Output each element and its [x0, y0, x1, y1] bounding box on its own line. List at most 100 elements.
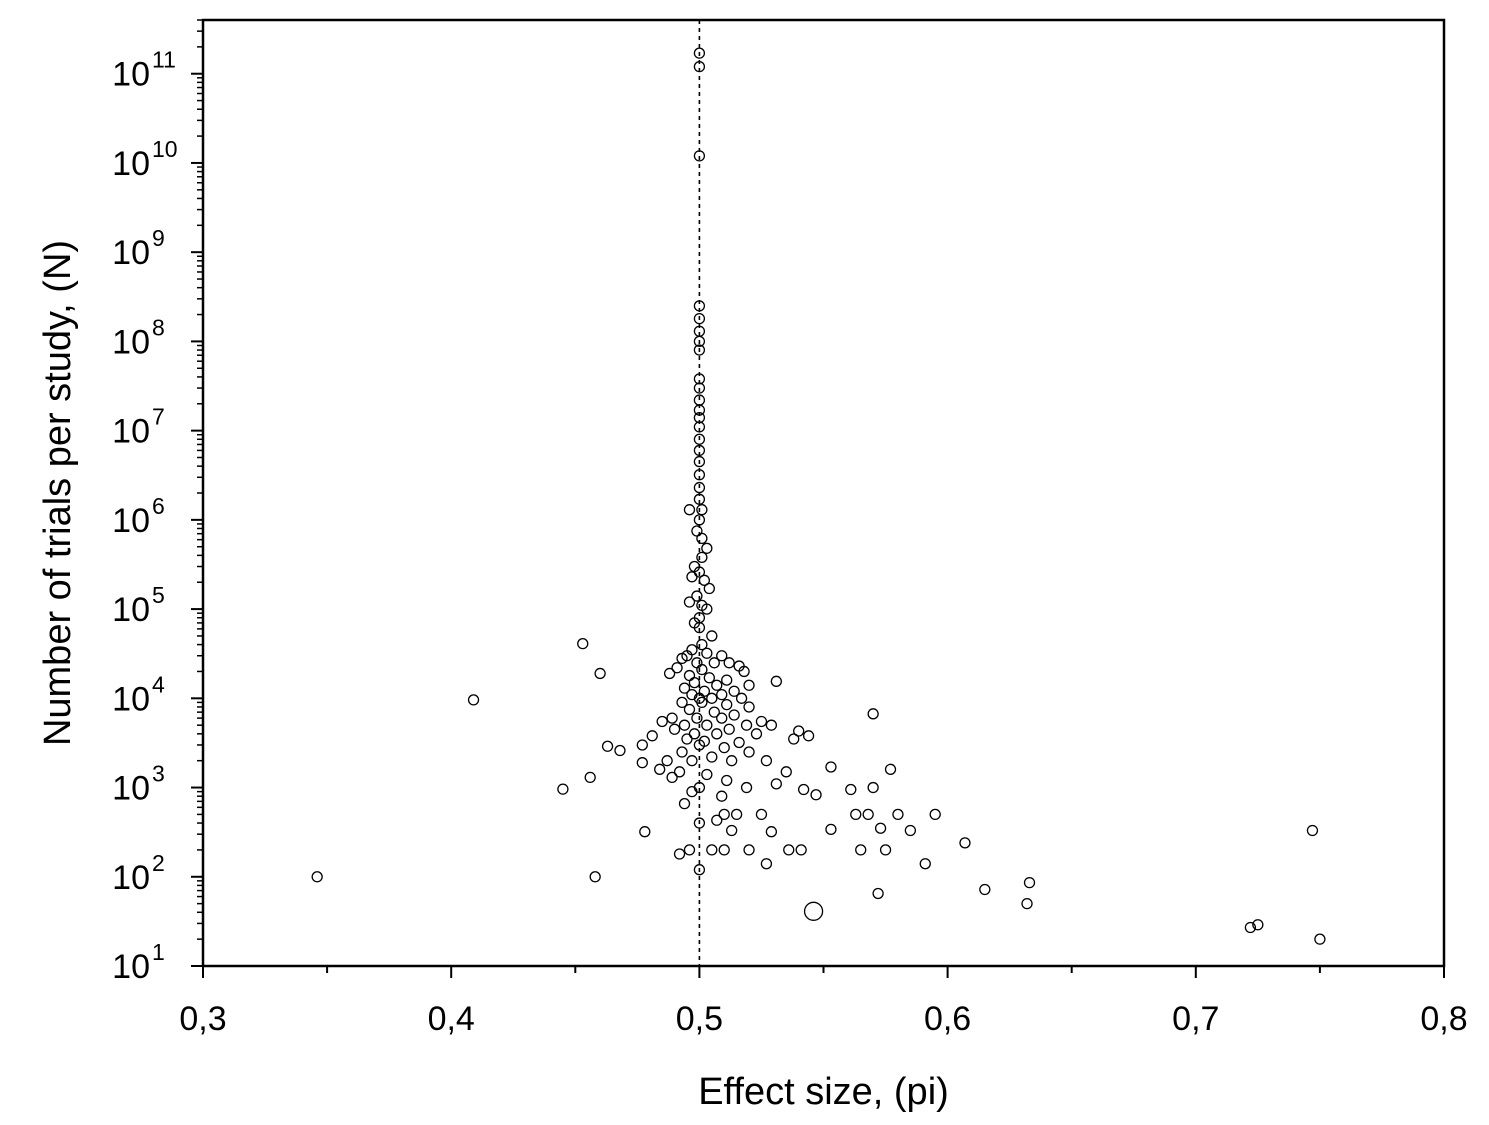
data-point [743, 701, 755, 713]
data-point [760, 755, 773, 767]
data-point [716, 650, 728, 662]
plot-frame [201, 18, 1446, 968]
data-point [701, 542, 713, 554]
data-point [979, 883, 991, 896]
y-tick-base: 10 [112, 323, 150, 361]
y-tick-exponent: 6 [152, 493, 165, 519]
data-point [678, 682, 691, 694]
data-point [577, 637, 589, 650]
data-point [693, 300, 706, 312]
data-point [884, 763, 897, 775]
data-point [743, 844, 755, 856]
data-point [688, 728, 701, 740]
y-tick-exponent: 2 [152, 850, 165, 876]
data-point [803, 901, 824, 921]
data-point [738, 665, 750, 678]
data-point [688, 676, 701, 689]
data-point [765, 826, 778, 838]
data-point [698, 574, 711, 586]
data-point [862, 808, 874, 821]
data-point [691, 657, 703, 669]
data-point [892, 808, 904, 821]
data-point [793, 725, 805, 737]
y-tick-base: 10 [112, 948, 150, 986]
data-point [788, 733, 800, 745]
x-tick-label: 0,7 [1172, 1000, 1219, 1038]
data-point [693, 335, 706, 348]
data-point [874, 822, 887, 834]
data-point [646, 730, 658, 742]
data-point [693, 344, 706, 356]
data-point [770, 778, 782, 790]
y-tick-exponent: 7 [152, 404, 165, 430]
data-point [636, 739, 648, 751]
y-tick-exponent: 8 [152, 314, 165, 340]
data-point [683, 844, 696, 856]
data-point [867, 708, 879, 720]
data-point [693, 61, 706, 73]
y-tick-exponent: 10 [152, 136, 178, 162]
y-tick-exponent: 11 [152, 47, 176, 73]
data-point [703, 672, 715, 684]
data-point [696, 504, 708, 516]
y-tick-base: 10 [112, 56, 150, 94]
data-point [663, 667, 676, 680]
data-point [703, 582, 715, 595]
data-point [696, 696, 708, 709]
data-point [693, 312, 706, 325]
data-point [668, 723, 681, 735]
data-point [693, 382, 706, 394]
data-point [683, 669, 696, 682]
y-tick-label: 10 1 [112, 939, 165, 986]
data-point [706, 751, 718, 763]
y-tick-label: 10 10 [112, 136, 177, 183]
data-point [706, 844, 718, 856]
data-point [721, 698, 733, 711]
data-point [691, 590, 703, 602]
data-point [718, 808, 730, 821]
data-point [691, 712, 703, 724]
data-point [693, 433, 706, 445]
x-tick-label: 0,3 [179, 1000, 226, 1038]
y-tick-exponent: 3 [152, 761, 165, 787]
y-tick-base: 10 [112, 145, 150, 183]
data-point [797, 783, 810, 796]
data-point [671, 662, 683, 674]
data-point [728, 709, 740, 721]
y-tick-base: 10 [112, 413, 150, 451]
data-point [666, 771, 678, 784]
data-point [696, 638, 708, 651]
y-tick-label: 10 7 [112, 404, 165, 451]
data-point [718, 741, 730, 754]
data-point [696, 551, 708, 564]
data-point [718, 844, 730, 856]
data-point [686, 571, 698, 583]
data-point [845, 783, 857, 796]
data-point [666, 712, 678, 724]
y-tick-base: 10 [112, 234, 150, 272]
data-point [584, 771, 596, 784]
y-tick-label: 10 2 [112, 850, 165, 897]
data-point [872, 887, 884, 900]
y-tick-label: 10 3 [112, 761, 165, 808]
data-point [693, 864, 706, 876]
data-point [676, 696, 688, 709]
data-point [594, 667, 606, 680]
data-point [716, 712, 728, 724]
data-point [693, 739, 706, 751]
data-point [721, 674, 733, 686]
data-point [708, 706, 720, 718]
data-point [867, 781, 879, 794]
data-point [683, 504, 696, 516]
data-point [589, 871, 601, 883]
y-tick-base: 10 [112, 502, 150, 540]
data-point [693, 455, 706, 468]
y-tick-base: 10 [112, 680, 150, 718]
x-tick-label: 0,8 [1420, 1000, 1467, 1038]
y-tick-label: 10 11 [112, 47, 176, 94]
data-point [802, 730, 815, 742]
data-point [693, 421, 706, 433]
y-tick-label: 10 6 [112, 493, 165, 540]
data-point [701, 603, 713, 615]
data-point [661, 755, 673, 767]
